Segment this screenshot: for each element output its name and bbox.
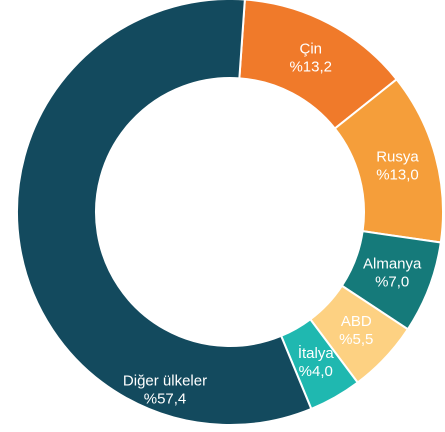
slice-label: Almanya — [363, 256, 422, 273]
slice — [16, 0, 313, 426]
slice-label: ABD — [341, 313, 372, 330]
slice-value: %7,0 — [375, 274, 409, 291]
slice-value: %4,0 — [299, 363, 333, 380]
slice-label: Çin — [299, 40, 322, 57]
slice-label: Diğer ülkeler — [123, 373, 207, 390]
slice-value: %13,2 — [289, 58, 332, 75]
slice-value: %57,4 — [144, 391, 187, 408]
slice-value: %13,0 — [376, 167, 419, 184]
slice-label: Rusya — [376, 149, 419, 166]
slice-label: İtalya — [298, 344, 335, 362]
slice-value: %5,5 — [339, 331, 373, 348]
